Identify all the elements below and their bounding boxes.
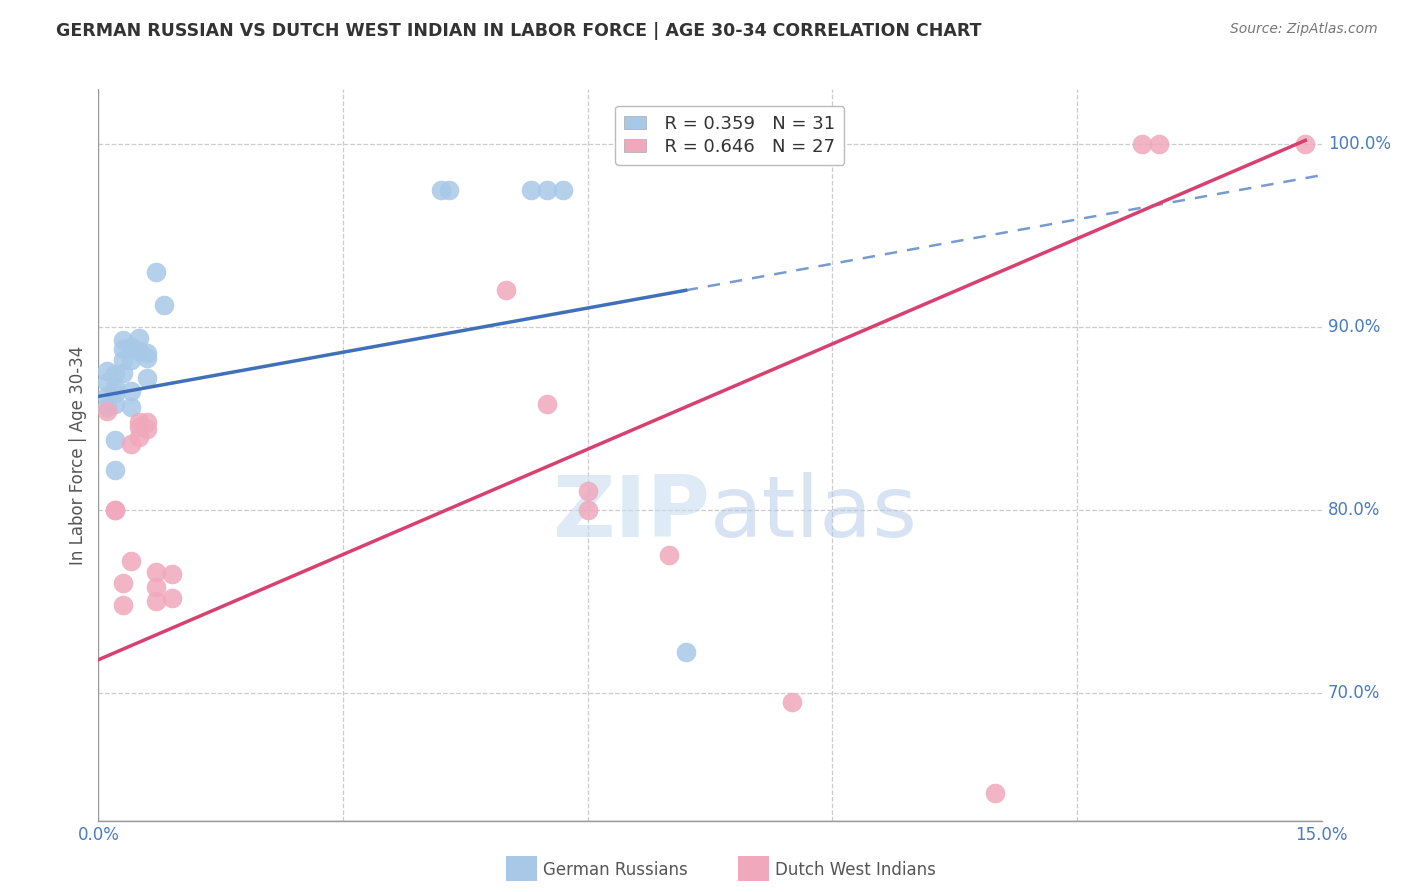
Point <box>104 502 127 516</box>
Point <box>96 364 118 378</box>
Point <box>145 265 167 279</box>
Point <box>96 401 118 415</box>
Point <box>145 580 167 594</box>
Point <box>128 415 150 429</box>
Point <box>111 598 134 612</box>
Point <box>111 576 134 591</box>
Point <box>128 420 150 434</box>
Point <box>96 389 118 403</box>
Text: atlas: atlas <box>710 472 918 555</box>
Point <box>104 385 127 400</box>
Point <box>111 366 134 380</box>
Point <box>104 462 127 476</box>
Point <box>111 333 134 347</box>
Point <box>120 554 142 568</box>
Point <box>104 368 127 382</box>
Point <box>1147 136 1170 151</box>
Point <box>120 340 142 354</box>
Text: Dutch West Indians: Dutch West Indians <box>775 861 935 879</box>
Point <box>152 298 174 312</box>
Point <box>104 397 127 411</box>
Text: 90.0%: 90.0% <box>1327 318 1381 336</box>
Point <box>160 566 183 581</box>
Text: GERMAN RUSSIAN VS DUTCH WEST INDIAN IN LABOR FORCE | AGE 30-34 CORRELATION CHART: GERMAN RUSSIAN VS DUTCH WEST INDIAN IN L… <box>56 22 981 40</box>
Point <box>780 695 803 709</box>
Text: 80.0%: 80.0% <box>1327 500 1381 519</box>
Point <box>128 331 150 345</box>
Point <box>136 422 159 436</box>
Point <box>495 284 517 298</box>
Legend:   R = 0.359   N = 31,   R = 0.646   N = 27: R = 0.359 N = 31, R = 0.646 N = 27 <box>614 105 844 165</box>
Point <box>111 352 134 367</box>
Point <box>536 183 558 197</box>
Point <box>136 351 159 365</box>
Text: ZIP: ZIP <box>553 472 710 555</box>
Point <box>120 352 142 367</box>
Point <box>111 342 134 356</box>
Point <box>120 437 142 451</box>
Y-axis label: In Labor Force | Age 30-34: In Labor Force | Age 30-34 <box>69 345 87 565</box>
Point <box>576 484 599 499</box>
Point <box>104 502 127 516</box>
Point <box>136 345 159 359</box>
Point <box>519 183 541 197</box>
Point <box>120 401 142 415</box>
Point <box>658 549 681 563</box>
Point <box>1294 136 1316 151</box>
Point <box>984 786 1007 800</box>
Point <box>128 430 150 444</box>
Point <box>96 404 118 418</box>
Point <box>536 397 558 411</box>
Point <box>430 183 453 197</box>
Point <box>553 183 575 197</box>
Text: Source: ZipAtlas.com: Source: ZipAtlas.com <box>1230 22 1378 37</box>
Text: 70.0%: 70.0% <box>1327 683 1381 702</box>
Point <box>96 375 118 389</box>
Point <box>128 343 150 358</box>
Text: 100.0%: 100.0% <box>1327 135 1391 153</box>
Point <box>145 565 167 579</box>
Point <box>160 591 183 605</box>
Point <box>675 645 697 659</box>
Point <box>104 434 127 448</box>
Point <box>437 183 460 197</box>
Point <box>136 415 159 429</box>
Point <box>1130 136 1153 151</box>
Point <box>145 594 167 608</box>
Text: German Russians: German Russians <box>543 861 688 879</box>
Point <box>120 384 142 398</box>
Point <box>104 380 127 394</box>
Point <box>576 502 599 516</box>
Point <box>136 371 159 385</box>
